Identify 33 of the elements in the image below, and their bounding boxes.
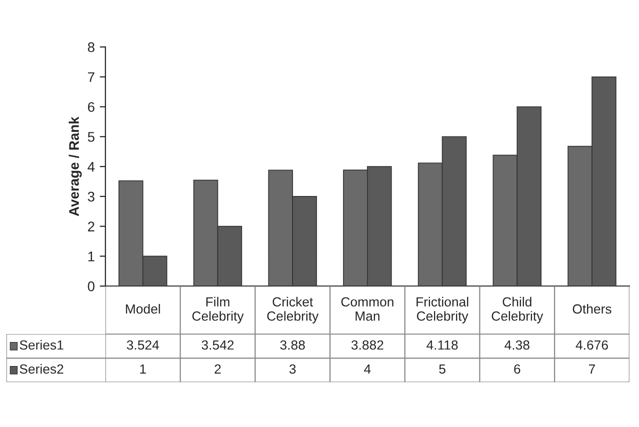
legend-label: Series2 (20, 364, 64, 374)
y-tick-label: 6 (88, 102, 94, 112)
data-label: 5 (439, 364, 446, 374)
data-label: 3.882 (351, 340, 384, 350)
data-label: 3.542 (202, 340, 234, 350)
x-tick-label: Child Celebrity (492, 296, 544, 324)
x-tick-label: Cricket Celebrity (267, 296, 319, 324)
data-label: 4.676 (576, 340, 608, 350)
y-tick-label: 3 (88, 192, 94, 202)
y-tick-label: 5 (88, 132, 94, 142)
data-label: 3.88 (280, 340, 305, 350)
legend-label: Series1 (20, 340, 64, 350)
data-label: 4 (364, 364, 371, 374)
y-tick-label: 7 (88, 72, 94, 82)
x-tick-label: Film Celebrity (192, 296, 244, 324)
data-label: 4.38 (504, 340, 530, 350)
y-tick-label: 0 (88, 281, 94, 292)
x-tick-label: Frictional Celebrity (416, 296, 468, 324)
x-tick-label: Model (126, 304, 160, 314)
y-tick-label: 2 (88, 222, 94, 232)
y-tick-label: 1 (88, 252, 94, 262)
y-axis-title: Average / Rank (68, 116, 82, 216)
y-tick-label: 8 (88, 42, 94, 52)
data-label: 6 (514, 364, 520, 374)
data-label: 4.118 (426, 340, 458, 350)
data-label: 7 (588, 364, 595, 374)
data-label: 3 (289, 364, 296, 374)
y-tick-label: 4 (88, 162, 95, 172)
x-tick-label: Others (572, 304, 612, 314)
data-label: 3.524 (126, 340, 159, 350)
data-label: 2 (214, 364, 221, 374)
x-tick-label: Common Man (341, 297, 394, 321)
data-label: 1 (140, 364, 146, 374)
